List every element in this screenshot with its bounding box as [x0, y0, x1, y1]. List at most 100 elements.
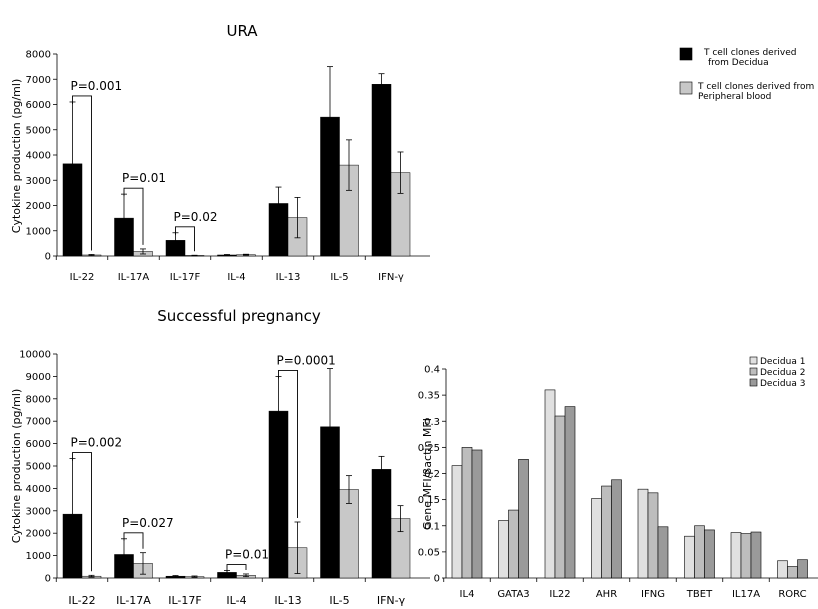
y-axis-label: Cytokine production (pg/ml) [10, 389, 23, 543]
y-tick-label: 0 [45, 252, 51, 263]
x-tick-label: IL-17F [168, 594, 201, 607]
significance-bracket [123, 532, 144, 549]
x-tick-label: IL-17F [170, 272, 201, 283]
y-tick-label: 6000 [26, 439, 51, 450]
x-tick-label: IL-5 [330, 272, 348, 283]
bar [730, 532, 742, 579]
legend-swatch [679, 81, 693, 95]
bar [471, 449, 483, 579]
y-tick-label: 0.35 [418, 391, 440, 402]
x-tick-label: IL-13 [274, 594, 301, 607]
significance-bracket [226, 564, 247, 573]
y-tick-label: 6000 [26, 100, 51, 111]
y-tick-label: 0.05 [418, 547, 440, 558]
bar [740, 533, 752, 579]
bar [498, 520, 509, 579]
bar [461, 447, 473, 579]
bar [371, 469, 392, 579]
bar [601, 485, 612, 579]
bar [518, 459, 529, 579]
y-tick-label: 3000 [26, 176, 51, 187]
bar [637, 488, 649, 579]
y-tick-label: 1000 [26, 551, 51, 562]
p-value-label: P=0.002 [71, 436, 123, 450]
bar [554, 415, 566, 579]
y-tick-label: 0.25 [418, 443, 440, 454]
p-value-label: P=0.001 [71, 79, 123, 93]
bar [647, 492, 659, 579]
x-tick-label: IFNG [641, 589, 665, 600]
x-tick-label: RORC [778, 589, 806, 600]
y-tick-label: 8000 [26, 394, 51, 405]
bar [750, 531, 762, 579]
legend-swatch [679, 47, 693, 61]
y-tick-label: 7000 [26, 75, 51, 86]
x-tick-label: IL-22 [68, 594, 95, 607]
x-tick-label: IL-4 [226, 594, 246, 607]
legend-swatch [749, 356, 758, 365]
legend-label-line: Peripheral blood [698, 92, 771, 102]
chart-title: URA [226, 22, 258, 40]
y-tick-label: 3000 [26, 506, 51, 517]
bar [657, 526, 669, 579]
x-tick-label: IL4 [460, 589, 475, 600]
bar [797, 559, 808, 579]
legend-swatch [749, 367, 758, 376]
bar [591, 498, 602, 579]
x-tick-label: IL-17A [116, 594, 151, 607]
y-tick-label: 0.3 [424, 417, 440, 428]
x-tick-label: IL-13 [276, 272, 301, 283]
x-tick-label: IL-22 [70, 272, 95, 283]
x-tick-label: IL17A [732, 589, 760, 600]
chart-1: URA 0 1000 2000 3000 4000 5000 6000 7000 8000 Cyto… [10, 22, 430, 283]
legend-swatch [749, 378, 758, 387]
y-axis-label: Cytokine production (pg/ml) [10, 79, 23, 233]
y-tick-label: 5000 [26, 462, 51, 473]
legend-label: Decidua 2 [760, 368, 805, 378]
y-tick-label: 2000 [26, 201, 51, 212]
legend-label: Decidua 3 [760, 379, 805, 389]
y-tick-label: 7000 [26, 417, 51, 428]
legend-label-line: from Decidua [708, 58, 769, 68]
chart-3: 0 0.05 0.1 0.15 0.2 0.25 0.3 0.35 0.4 Gene MFI/βa… [418, 365, 818, 600]
p-value-label: P=0.0001 [277, 353, 336, 367]
x-tick-label: TBET [686, 589, 713, 600]
bar [611, 479, 622, 579]
p-value-label: P=0.01 [225, 548, 269, 562]
chart-2: Successful pregnancy 0 1000 2000 3000 4000 500… [10, 307, 430, 607]
y-tick-label: 1000 [26, 226, 51, 237]
y-axis-label: Gene MFI/βactin MFI [421, 418, 434, 530]
y-tick-label: 4000 [26, 484, 51, 495]
y-tick-label: 2000 [26, 529, 51, 540]
bar [451, 465, 463, 579]
p-value-label: P=0.027 [122, 516, 174, 530]
significance-bracket [72, 95, 92, 251]
y-tick-label: 0.2 [424, 469, 440, 480]
y-tick-label: 0 [45, 574, 51, 585]
y-tick-label: 0.1 [424, 521, 440, 532]
x-tick-label: AHR [596, 589, 617, 600]
bar [564, 406, 576, 579]
y-tick-label: 9000 [26, 372, 51, 383]
chart-title: Successful pregnancy [157, 307, 321, 325]
y-tick-label: 5000 [26, 125, 51, 136]
bar [704, 529, 715, 579]
legend-label: Decidua 1 [760, 357, 805, 367]
bar [684, 535, 695, 579]
significance-bracket [123, 187, 144, 245]
bar [694, 525, 705, 579]
y-tick-label: 0 [434, 574, 440, 585]
bar [508, 509, 519, 579]
x-tick-label: IL-4 [227, 272, 245, 283]
x-tick-label: IFN-γ [377, 594, 406, 607]
y-tick-label: 8000 [26, 50, 51, 61]
bar [787, 566, 798, 579]
bar [544, 389, 556, 579]
p-value-label: P=0.01 [122, 171, 166, 185]
significance-bracket [278, 369, 298, 518]
legend-label-line: T cell clones derived from [697, 82, 814, 92]
x-tick-label: IL-17A [118, 272, 150, 283]
